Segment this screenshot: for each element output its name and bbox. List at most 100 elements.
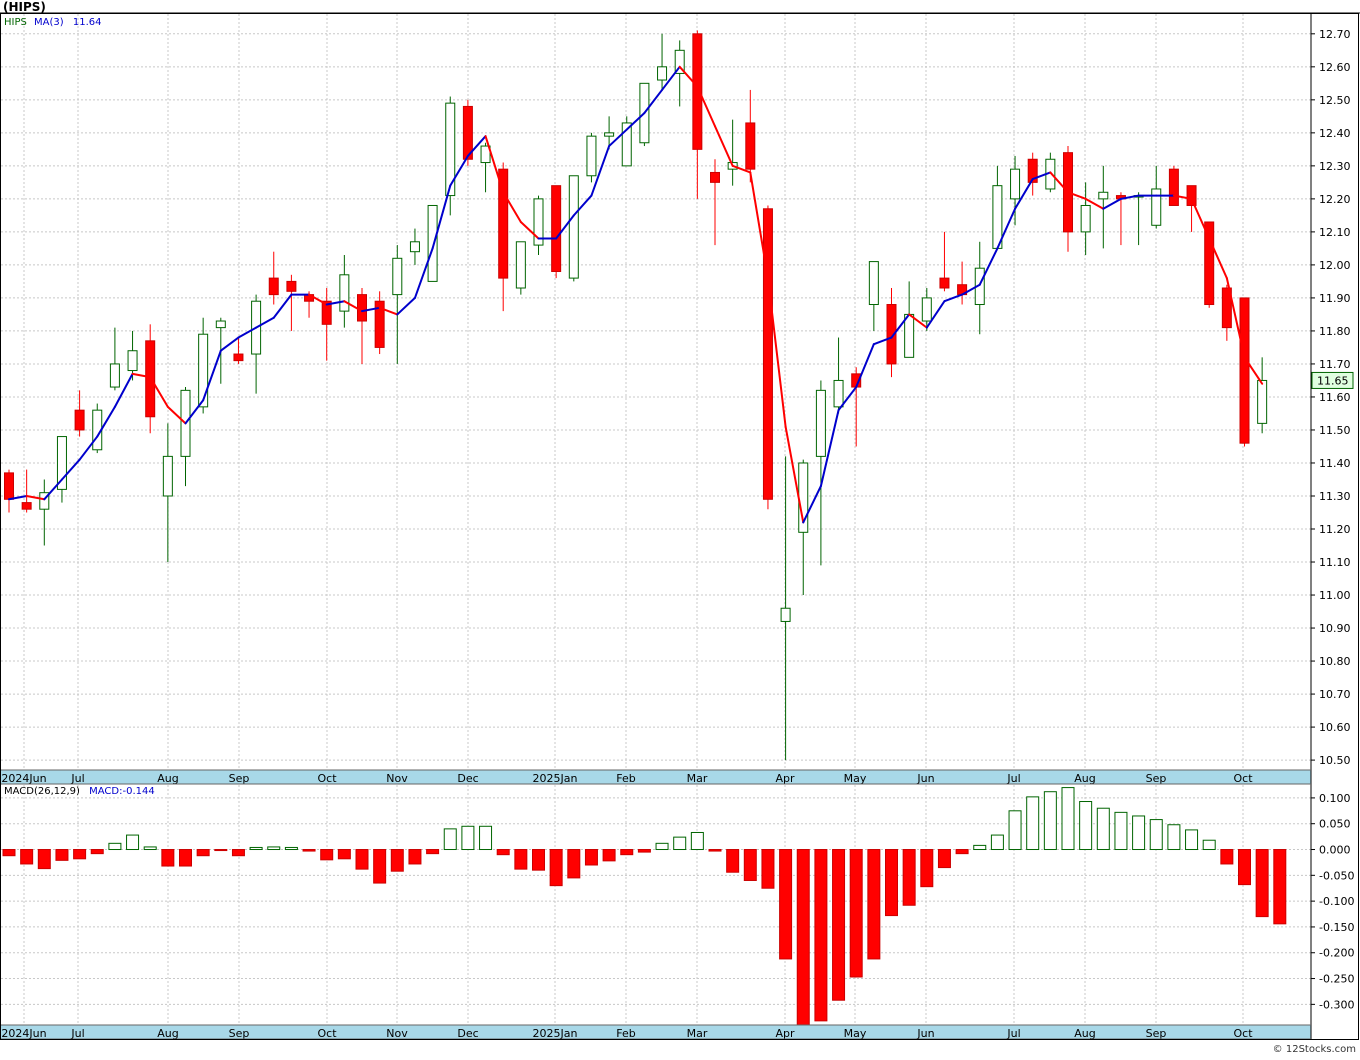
ma3-line-segment [413, 247, 434, 299]
ma3-line-segment [1119, 194, 1140, 200]
candle-body [762, 208, 773, 500]
ma3-line-segment [572, 194, 593, 217]
macd-bar [1132, 815, 1146, 851]
ma3-line-segment [343, 300, 363, 313]
date-axis-label: Jul [70, 1027, 84, 1040]
candle-body [39, 492, 50, 510]
price-tick-label: 12.10 [1319, 226, 1351, 239]
legend-symbol: HIPS [4, 17, 27, 28]
macd-bar [567, 849, 581, 879]
price-tick-label: 12.40 [1319, 127, 1351, 140]
macd-legend: MACD(26,12,9) MACD:-0.144 [4, 786, 155, 797]
ma3-line-segment [1243, 356, 1264, 385]
price-tick-label: 12.70 [1319, 28, 1351, 41]
ma3-line-segment [819, 409, 840, 488]
macd-bar [1202, 839, 1216, 851]
candle-body [462, 105, 473, 160]
candle-body [233, 353, 244, 362]
macd-bar [355, 849, 369, 870]
ma3-line-segment [378, 306, 399, 316]
macd-bar [443, 828, 457, 851]
candle-body [621, 122, 632, 167]
ma3-line-segment [625, 112, 646, 131]
macd-bar [990, 834, 1004, 851]
macd-bar [73, 849, 87, 860]
ma3-line-segment [25, 494, 46, 501]
ma3-line-segment [431, 184, 452, 250]
macd-bar [937, 849, 951, 869]
macd-bar [337, 849, 351, 860]
macd-bar [1220, 849, 1234, 865]
ma3-line-segment [484, 135, 505, 194]
ma3-line-segment [1208, 237, 1228, 280]
ma3-line-segment [890, 313, 911, 339]
ma3-line-segment [961, 283, 981, 296]
price-tick-label: 11.80 [1319, 325, 1351, 338]
date-axis-label: Mar [687, 1027, 708, 1040]
candle-body [162, 455, 173, 497]
price-tick-label: 11.30 [1319, 490, 1351, 503]
macd-tick-label: 0.000 [1319, 844, 1351, 857]
ma3-line-segment [714, 125, 734, 167]
price-tick-label: 10.70 [1319, 688, 1351, 701]
candle-body [198, 333, 209, 408]
candle-body [1204, 221, 1215, 306]
ma3-line-segment [1031, 171, 1052, 181]
price-tick-label: 10.60 [1319, 721, 1351, 734]
ma3-line-segment [96, 405, 116, 438]
macd-bar [37, 849, 51, 870]
ma3-line-segment [943, 293, 964, 303]
date-axis-label: Aug [1074, 1027, 1095, 1040]
ma3-line-segment [43, 478, 63, 501]
macd-bar [1079, 801, 1093, 851]
candle-body [498, 168, 509, 279]
macd-bar [849, 849, 863, 978]
macd-tick-label: -0.150 [1319, 921, 1354, 934]
candle-body [409, 241, 420, 253]
ma3-line-segment [131, 372, 152, 379]
date-axis-label: Aug [157, 1027, 178, 1040]
ma3-line-segment [749, 171, 769, 280]
date-axis-label: Aug [157, 772, 178, 785]
candle-body [604, 132, 615, 137]
date-axis-label: Sep [1146, 1027, 1167, 1040]
date-axis-band-bottom [0, 1025, 1311, 1039]
macd-bar [973, 844, 987, 851]
macd-bar [373, 849, 387, 884]
candle-body [868, 261, 879, 306]
ma3-line-segment [590, 145, 611, 197]
candle-body [904, 313, 915, 358]
price-tick-label: 12.00 [1319, 259, 1351, 272]
macd-bar [1114, 811, 1128, 851]
last-price-box [1311, 371, 1354, 389]
macd-bar [496, 849, 510, 856]
macd-bar [955, 849, 969, 855]
date-axis-label: Oct [317, 772, 337, 785]
candles-group [4, 30, 1268, 761]
macd-bar [1043, 791, 1057, 851]
date-axis-label: Nov [386, 772, 408, 785]
ma3-line-segment [1067, 191, 1087, 200]
candle-body [586, 135, 597, 177]
ma3-line-segment [149, 376, 169, 408]
ma3-line-segment [325, 300, 346, 306]
macd-tick-label: -0.100 [1319, 895, 1354, 908]
ma3-line-group [8, 65, 1264, 524]
macd-bar [726, 849, 740, 873]
candle-body [1010, 168, 1021, 200]
price-tick-label: 11.60 [1319, 391, 1351, 404]
date-axis-label: Feb [616, 772, 635, 785]
candle-body [533, 198, 544, 246]
date-axis-label: Oct [1233, 772, 1253, 785]
macd-bar [1061, 787, 1075, 851]
macd-bar [320, 849, 334, 861]
macd-bar [885, 849, 898, 917]
date-axis-label: Sep [229, 772, 250, 785]
price-tick-label: 11.40 [1319, 457, 1351, 470]
price-tick-label: 10.90 [1319, 622, 1351, 635]
macd-bar [655, 842, 669, 851]
macd-bar [1167, 824, 1181, 851]
macd-bar [302, 849, 316, 852]
macd-tick-label: -0.250 [1319, 973, 1354, 986]
